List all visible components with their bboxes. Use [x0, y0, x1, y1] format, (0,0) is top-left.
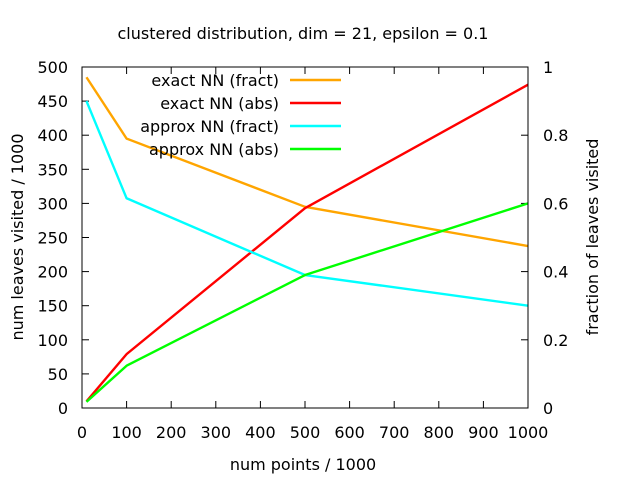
x-tick-label: 700	[379, 423, 410, 442]
x-tick-label: 300	[201, 423, 232, 442]
y-tick-label: 50	[48, 365, 68, 384]
series-line-exact-nn-fract	[85, 76, 529, 248]
y2-tick-label: 0.4	[543, 263, 568, 282]
y-tick-label: 500	[37, 58, 68, 77]
series-line-approx-nn-fract	[85, 100, 529, 307]
y-tick-label: 300	[37, 194, 68, 213]
y-tick-label: 250	[37, 229, 68, 248]
series-line-approx-nn-abs	[85, 202, 529, 403]
x-tick-label: 1000	[508, 423, 549, 442]
chart-title: clustered distribution, dim = 21, epsilo…	[118, 24, 489, 43]
y-axis-label: num leaves visited / 1000	[8, 133, 27, 340]
plot-frame	[81, 66, 529, 409]
series-lines	[85, 76, 529, 403]
series-line-exact-nn-abs	[85, 83, 529, 403]
x-tick-label: 900	[468, 423, 499, 442]
y2-tick-label: 0.6	[543, 194, 568, 213]
x-tick-label: 800	[424, 423, 455, 442]
y-tick-label: 400	[37, 126, 68, 145]
y-tick-label: 150	[37, 297, 68, 316]
tick-labels: 0 100 200 300 400 500 600 700 800 900 100005010015…	[37, 58, 568, 442]
legend-label-approx-nn-abs: approx NN (abs)	[149, 140, 279, 159]
y2-axis-label: fraction of leaves visited	[583, 139, 602, 336]
legend-label-exact-nn-abs: exact NN (abs)	[160, 94, 279, 113]
y2-tick-label: 0	[543, 399, 553, 418]
y-tick-label: 350	[37, 160, 68, 179]
y2-tick-label: 1	[543, 58, 553, 77]
y-tick-label: 0	[58, 399, 68, 418]
legend-label-exact-nn-fract: exact NN (fract)	[151, 71, 279, 90]
y-tick-label: 100	[37, 331, 68, 350]
y2-tick-label: 0.8	[543, 126, 568, 145]
legend: exact NN (fract) exact NN (abs) approx NN …	[140, 71, 341, 159]
legend-label-approx-nn-fract: approx NN (fract)	[140, 117, 279, 136]
x-tick-label: 600	[334, 423, 365, 442]
y-tick-label: 200	[37, 263, 68, 282]
x-axis-label: num points / 1000	[230, 455, 376, 474]
x-tick-label: 400	[245, 423, 276, 442]
x-tick-label: 200	[156, 423, 187, 442]
y2-tick-label: 0.2	[543, 331, 568, 350]
x-tick-label: 0	[77, 423, 87, 442]
x-tick-label: 100	[111, 423, 142, 442]
y-tick-label: 450	[37, 92, 68, 111]
x-tick-label: 500	[290, 423, 321, 442]
